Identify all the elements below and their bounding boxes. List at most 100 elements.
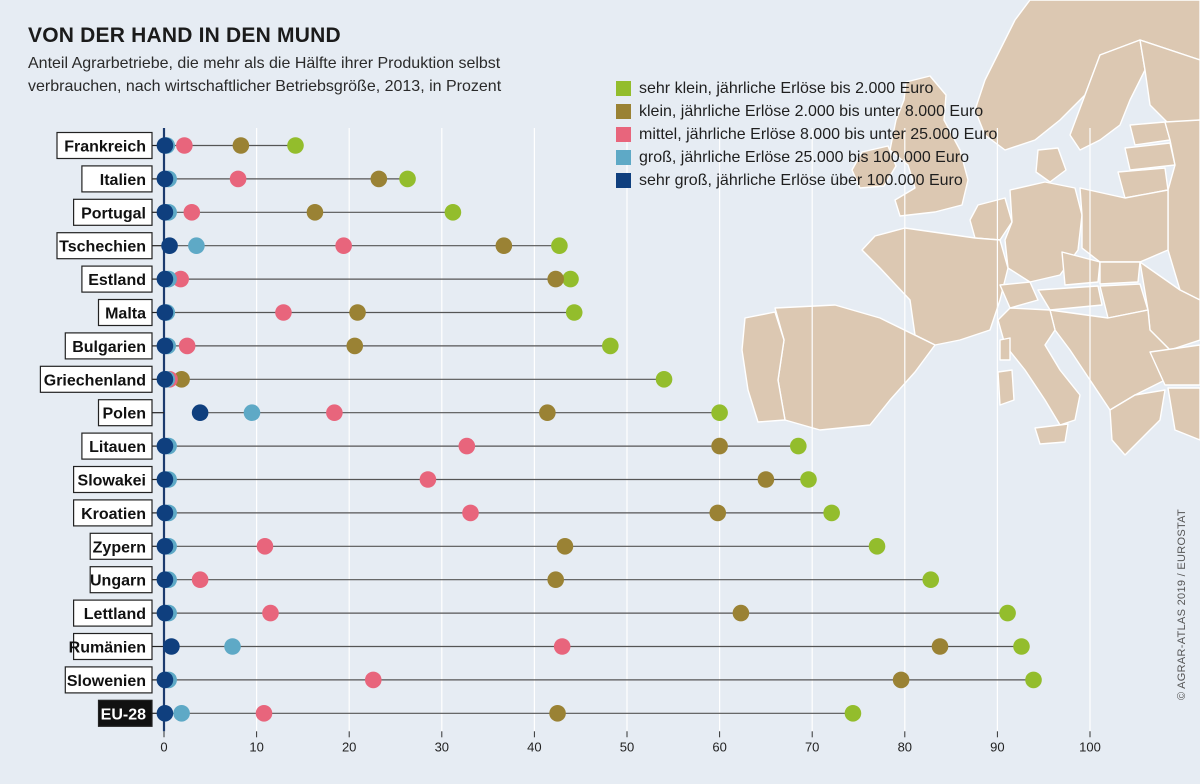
data-point [931,638,949,655]
legend-label-small: klein, jährliche Erlöse 2.000 bis unter … [639,102,984,120]
legend: sehr klein, jährliche Erlöse bis 2.000 E… [616,77,997,192]
map-region-france [861,227,1009,346]
row-label: Zypern [93,539,146,556]
data-point [229,170,247,188]
row-label: Polen [102,406,146,423]
data-point [370,170,388,188]
data-point [275,304,292,321]
legend-item-very-large: sehr groß, jährliche Erlöse über 100.000… [616,169,997,192]
map-region-sardinia [997,369,1015,406]
data-point [306,204,324,221]
map-region-balkans [1049,309,1171,411]
data-point [709,504,727,522]
data-point [346,337,364,355]
data-point [800,471,817,488]
data-point [922,571,940,588]
map-region-austria [1037,285,1103,311]
x-tick-label: 20 [342,739,356,754]
row-label-box [81,265,153,293]
data-point [156,371,174,388]
data-point [156,204,174,221]
map-region-uk [889,75,969,217]
data-point [711,437,728,455]
data-point [757,471,775,488]
data-point [287,137,304,154]
data-point [335,237,352,254]
x-tick-label: 70 [805,739,819,754]
x-tick-label: 80 [898,739,912,754]
map-region-sweden [1069,39,1146,151]
legend-item-large: groß, jährliche Erlöse 25.000 bis 100.00… [616,146,997,169]
data-point [844,705,862,722]
data-point [156,705,174,722]
data-point [191,571,209,588]
data-point [178,337,196,355]
data-point [156,270,174,288]
row-label-box [39,365,153,393]
x-tick-label: 60 [712,739,726,754]
data-point [711,404,728,422]
data-point [156,671,174,689]
row-label-box [81,165,153,193]
data-point [549,705,566,722]
data-point [191,404,209,422]
data-point [172,270,189,288]
data-point [173,371,190,388]
map-region-slovakia [1099,261,1141,285]
legend-item-medium: mittel, jährliche Erlöse 8.000 bis unter… [616,123,997,146]
data-point [183,204,201,221]
data-point [565,304,583,321]
row-label: Portugal [81,205,146,222]
map-region-bulgaria [1149,344,1200,386]
row-label-box [56,131,153,160]
data-point [495,237,513,254]
row-label: Italien [100,172,146,189]
data-point [547,571,564,588]
data-point [243,404,261,422]
row-label-box [56,232,153,260]
data-point [156,170,174,188]
data-point [349,304,366,321]
x-tick-label: 50 [620,739,634,754]
legend-label-large: groß, jährliche Erlöse 25.000 bis 100.00… [639,148,969,166]
x-tick-label: 100 [1079,739,1101,754]
x-tick-label: 0 [160,739,167,754]
legend-swatch-very-small [616,81,631,96]
legend-swatch-very-large [616,173,631,188]
data-point [156,437,174,455]
data-point [556,538,574,555]
data-point [823,504,840,522]
row-label: Tschechien [59,239,146,256]
data-point [1025,671,1042,689]
map-region-corsica [999,337,1011,361]
data-point [419,471,437,488]
row-label-box [64,666,153,694]
data-point [364,671,382,689]
data-point [399,170,416,188]
data-point [161,237,178,254]
data-point [602,337,619,355]
data-point [232,137,250,154]
data-point [156,304,174,321]
row-label-box [97,699,153,727]
data-point [547,270,564,288]
row-label: Slowakei [78,473,146,490]
map-region-ireland [851,145,897,189]
row-label: Rumänien [69,640,146,657]
x-tick-label: 40 [527,739,541,754]
source-credit: © AGRAR-ATLAS 2019 / EUROSTAT [1176,508,1188,700]
map-region-sicily [1034,423,1069,445]
data-point [444,204,462,221]
row-label: EU-28 [101,706,146,723]
legend-swatch-medium [616,127,631,142]
row-label: Litauen [89,439,146,456]
map-region-denmark [1035,147,1067,183]
x-tick-label: 10 [249,739,263,754]
map-region-portugal [741,311,786,423]
data-point [156,571,174,588]
row-label-box [81,432,153,460]
x-tick-label: 90 [990,739,1004,754]
legend-swatch-large [616,150,631,165]
legend-label-medium: mittel, jährliche Erlöse 8.000 bis unter… [639,125,998,143]
